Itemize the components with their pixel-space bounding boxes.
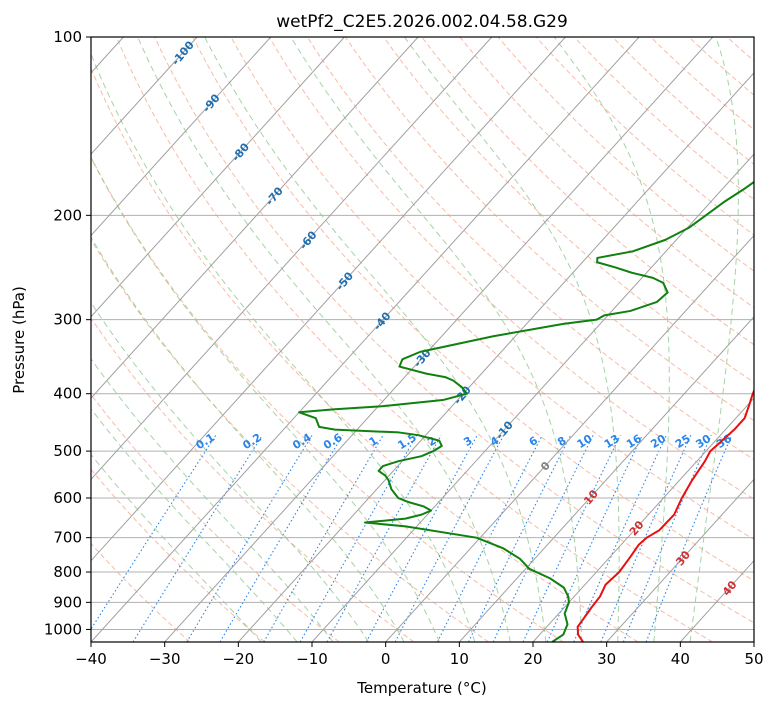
isotherm-line <box>237 72 754 642</box>
dry-adiabat-line <box>459 37 754 309</box>
y-tick-label: 400 <box>53 385 82 403</box>
isotherm-line <box>164 37 714 642</box>
moist-adiabat-line <box>91 301 370 642</box>
isotherm-line <box>458 316 754 642</box>
moist-adiabat-line <box>91 52 476 642</box>
isotherm-line <box>532 397 754 642</box>
x-tick-label: 20 <box>523 650 542 668</box>
dry-adiabat-line <box>306 37 754 461</box>
moist-adiabat-line <box>290 37 583 642</box>
isotherm-line <box>91 37 419 399</box>
x-tick-label: 30 <box>597 650 616 668</box>
moist-adiabat-line <box>689 37 739 642</box>
chart-title: wetPf2_C2E5.2026.002.04.58.G29 <box>276 12 568 32</box>
x-tick-label: −10 <box>296 650 328 668</box>
mixing-ratio-line <box>326 434 442 642</box>
moist-adiabat-line <box>91 408 298 642</box>
moist-adiabat-line <box>91 358 334 642</box>
moist-adiabats <box>91 37 739 642</box>
isotherm-line <box>91 37 566 562</box>
dry-adiabat-line <box>116 37 713 642</box>
mixing-ratio-line <box>132 434 263 642</box>
dry-adiabat-line <box>91 238 489 642</box>
mixing-ratio-line <box>600 434 692 642</box>
x-axis-ticks: −40 −30 −20 −10 0 10 20 30 40 50 <box>75 642 764 668</box>
moist-adiabat-line <box>91 156 440 642</box>
mixing-ratio-line <box>186 434 313 642</box>
moist-adiabat-line <box>91 453 262 642</box>
dry-adiabat-line <box>192 37 754 582</box>
isotherm-line <box>91 37 272 237</box>
x-axis-title: Temperature (°C) <box>356 679 486 697</box>
dewpoint-line <box>298 180 754 642</box>
isobar-gridlines <box>91 37 754 630</box>
isotherm-line <box>385 234 754 642</box>
isotherm-gridlines <box>91 37 754 642</box>
dry-adiabat-line <box>154 37 754 624</box>
isotherm-line <box>91 37 198 155</box>
profile-series <box>298 180 754 642</box>
isotherm-line <box>606 478 754 642</box>
isotherm-line <box>311 153 754 642</box>
isotherm-line <box>91 37 493 481</box>
x-tick-label: 0 <box>381 650 391 668</box>
temperature-line <box>576 388 754 642</box>
mixing-ratio-line <box>91 434 217 631</box>
y-tick-label: 300 <box>53 311 82 329</box>
y-tick-label: 600 <box>53 489 82 507</box>
y-tick-label: 800 <box>53 563 82 581</box>
moist-adiabat-line <box>553 37 670 642</box>
isotherm-line <box>91 37 640 642</box>
y-tick-label: 700 <box>53 529 82 547</box>
moist-adiabat-line <box>204 37 547 642</box>
moist-adiabat-line <box>404 37 620 642</box>
x-tick-label: 50 <box>744 650 763 668</box>
mixing-ratio-line <box>263 434 384 642</box>
dry-adiabat-line <box>91 67 639 642</box>
mixing-ratio-line <box>468 434 572 642</box>
moist-adiabat-line <box>137 37 511 642</box>
mixing-ratio-line <box>365 434 478 642</box>
dry-adiabat-line <box>91 156 564 642</box>
y-tick-label: 900 <box>53 593 82 611</box>
mixing-ratio-line <box>436 434 543 642</box>
x-tick-label: −30 <box>149 650 181 668</box>
x-tick-label: −20 <box>223 650 255 668</box>
y-axis-ticks: 100 200 300 400 500 600 700 800 900 1000 <box>44 28 91 638</box>
mixing-ratio-line <box>299 434 418 642</box>
moist-adiabat-line <box>91 236 405 642</box>
y-axis-title: Pressure (hPa) <box>10 286 28 394</box>
x-tick-label: 10 <box>450 650 469 668</box>
x-tick-label: −40 <box>75 650 107 668</box>
isotherm-line <box>91 37 345 318</box>
y-tick-label: 100 <box>53 28 82 46</box>
dry-adiabat-line <box>344 37 754 422</box>
plot-frame <box>90 36 755 643</box>
y-tick-label: 200 <box>53 206 82 224</box>
mixing-ratio-line <box>219 434 344 642</box>
y-tick-label: 1000 <box>44 620 82 638</box>
y-tick-label: 500 <box>53 442 82 460</box>
x-tick-label: 40 <box>671 650 690 668</box>
dry-adiabat-line <box>421 37 754 346</box>
